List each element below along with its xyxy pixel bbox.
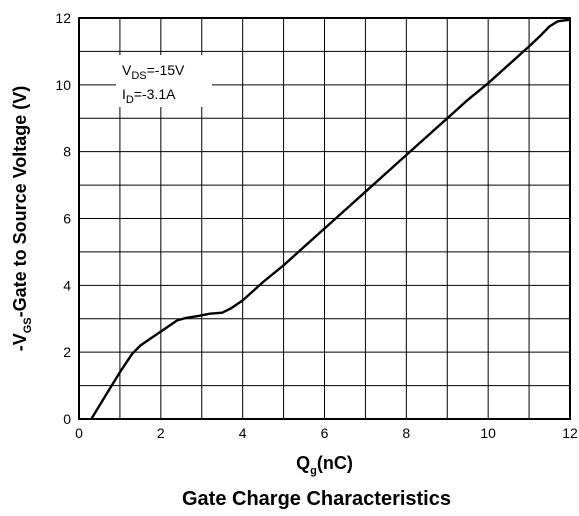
x-tick-label: 10 [480,425,496,441]
x-tick-label: 8 [402,425,410,441]
x-tick-label: 2 [157,425,165,441]
y-tick-label: 2 [63,344,71,360]
y-tick-label: 10 [55,77,71,93]
test-conditions-annotation: VDS=-15V ID=-3.1A [116,55,212,107]
y-tick-label: 6 [63,211,71,227]
annotation-id: ID=-3.1A [122,86,176,106]
x-tick-label: 12 [562,425,578,441]
y-tick-label: 4 [63,277,71,293]
grid-lines [79,18,570,419]
plot-frame [78,17,571,420]
annotation-vds: VDS=-15V [122,62,185,82]
x-tick-label: 4 [239,425,247,441]
y-tick-label: 0 [63,411,71,427]
x-axis-label: Qg(nC) [296,453,353,477]
tick-labels: 0 2 4 6 8 10 12 0 2 4 6 8 10 12 [55,10,578,441]
series-line [90,18,571,420]
x-tick-label: 0 [75,425,83,441]
y-axis-label: -VGS-Gate to Source Voltage (V) [10,86,34,352]
y-tick-label: 8 [63,144,71,160]
chart-title: Gate Charge Characteristics [182,488,451,510]
x-tick-label: 6 [321,425,329,441]
y-tick-label: 12 [55,10,71,26]
